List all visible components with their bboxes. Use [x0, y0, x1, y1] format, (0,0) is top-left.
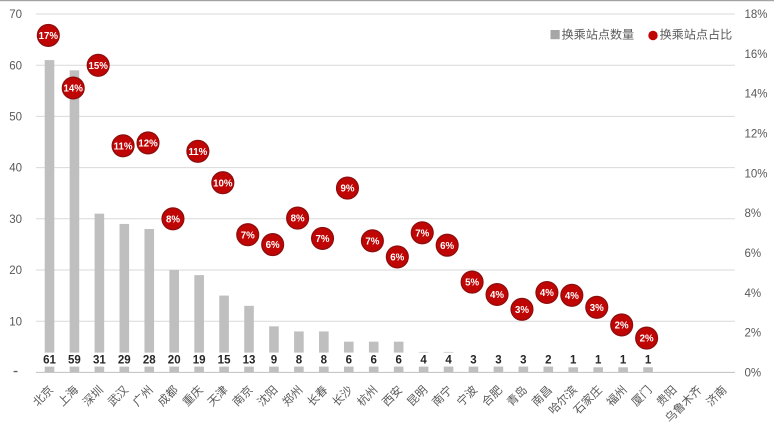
svg-text:50: 50 [9, 112, 22, 124]
svg-text:59: 59 [68, 355, 81, 367]
svg-text:7%: 7% [365, 236, 379, 247]
svg-text:4: 4 [445, 355, 452, 367]
svg-text:4%: 4% [490, 290, 504, 301]
svg-text:28: 28 [143, 355, 156, 367]
svg-text:29: 29 [118, 355, 131, 367]
svg-text:3: 3 [470, 355, 476, 367]
svg-text:2: 2 [545, 355, 551, 367]
svg-text:31: 31 [93, 355, 106, 367]
svg-text:5%: 5% [465, 278, 479, 289]
svg-text:1: 1 [645, 355, 652, 367]
svg-text:15: 15 [218, 355, 231, 367]
svg-text:3: 3 [520, 355, 526, 367]
svg-text:8%: 8% [291, 214, 305, 225]
svg-text:3%: 3% [590, 303, 604, 314]
svg-text:3: 3 [495, 355, 501, 367]
svg-text:10%: 10% [745, 168, 768, 180]
svg-text:8%: 8% [745, 208, 762, 220]
svg-text:9%: 9% [340, 184, 354, 195]
svg-text:8: 8 [296, 355, 303, 367]
svg-text:12%: 12% [745, 129, 768, 141]
svg-text:20: 20 [9, 265, 22, 277]
svg-text:9: 9 [271, 355, 277, 367]
svg-text:2%: 2% [640, 334, 654, 345]
svg-text:4%: 4% [540, 288, 554, 299]
svg-text:6: 6 [395, 355, 401, 367]
svg-text:3%: 3% [515, 305, 529, 316]
svg-text:2%: 2% [615, 321, 629, 332]
svg-text:6%: 6% [390, 253, 404, 264]
svg-text:40: 40 [9, 163, 22, 175]
svg-text:7%: 7% [415, 228, 429, 239]
svg-text:14%: 14% [64, 84, 84, 95]
svg-text:6%: 6% [266, 240, 280, 251]
svg-text:18%: 18% [745, 9, 768, 21]
svg-text:11%: 11% [114, 141, 133, 152]
svg-text:8: 8 [321, 355, 328, 367]
svg-text:1: 1 [620, 355, 627, 367]
svg-text:17%: 17% [39, 31, 59, 42]
svg-text:14%: 14% [745, 89, 768, 101]
svg-text:7%: 7% [316, 234, 330, 245]
svg-text:6: 6 [371, 355, 377, 367]
svg-text:6%: 6% [440, 241, 454, 252]
svg-text:11%: 11% [188, 147, 207, 158]
svg-text:6%: 6% [745, 248, 762, 260]
svg-text:60: 60 [9, 60, 22, 72]
svg-text:20: 20 [168, 355, 181, 367]
svg-text:10: 10 [9, 316, 22, 328]
svg-text:30: 30 [9, 214, 22, 226]
svg-text:1: 1 [595, 355, 602, 367]
svg-text:1: 1 [570, 355, 577, 367]
svg-text:61: 61 [43, 355, 56, 367]
svg-text:19: 19 [193, 355, 206, 367]
svg-text:2%: 2% [745, 328, 762, 340]
svg-text:8%: 8% [166, 214, 180, 225]
svg-text:70: 70 [9, 9, 22, 21]
svg-text:4: 4 [420, 355, 427, 367]
svg-text:4%: 4% [745, 288, 762, 300]
svg-text:16%: 16% [745, 49, 768, 61]
svg-text:6: 6 [346, 355, 352, 367]
svg-text:10%: 10% [213, 178, 233, 189]
svg-text:7%: 7% [241, 230, 255, 241]
svg-text:13: 13 [243, 355, 256, 367]
svg-text:15%: 15% [88, 61, 108, 72]
svg-text:4%: 4% [565, 291, 579, 302]
svg-text:12%: 12% [138, 139, 158, 150]
svg-text:0%: 0% [745, 368, 762, 380]
